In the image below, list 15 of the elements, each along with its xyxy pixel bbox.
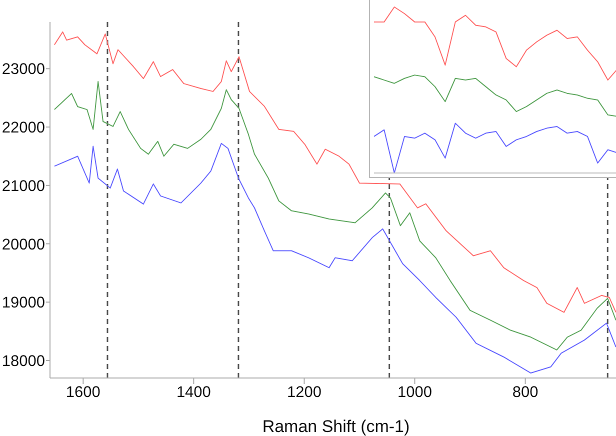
x-tick-label: 1200 [286,384,322,402]
y-tick-label: 18000 [2,352,46,370]
y-tick-label: 21000 [2,178,46,195]
line-series [54,81,616,350]
x-tick-label: 1400 [176,384,212,402]
y-tick-label: 20000 [2,236,46,254]
x-tick-label: 800 [512,384,539,402]
x-tick-label: 1000 [398,384,432,402]
x-tick-label: 1600 [66,384,101,402]
y-tick-label: 23000 [2,61,46,78]
x-axis-title: Raman Shift (cm-1) [262,417,410,436]
y-tick-label: 22000 [2,120,46,137]
y-tick-label: 19000 [2,294,46,312]
line-series [54,31,616,313]
line-series [54,142,616,374]
